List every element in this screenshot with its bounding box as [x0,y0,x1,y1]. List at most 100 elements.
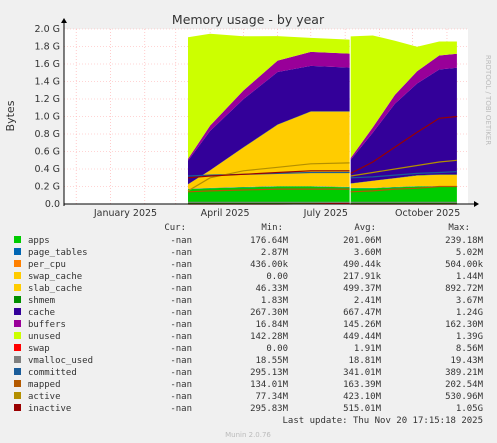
legend-inactive-cur: -nan [170,404,192,414]
legend-swap-avg: 1.91M [354,344,382,354]
legend-swatch-shmem [14,296,21,303]
legend-swatch-page_tables [14,248,21,255]
legend-swap_cache-min: 0.00 [266,272,288,282]
x-tick-label-1: April 2025 [201,208,250,219]
legend-committed-max: 389.21M [445,368,484,378]
area-buffers-seg1 [350,53,457,160]
legend-cache-cur: -nan [170,308,192,318]
legend-unused-avg: 449.44M [343,332,382,342]
line-committed-seg1 [350,171,457,179]
legend-shmem-name: shmem [28,296,55,306]
legend-per_cpu-name: per_cpu [28,260,66,270]
legend-mapped-name: mapped [28,380,61,390]
y-axis-arrow [61,18,67,23]
legend-inactive-name: inactive [28,404,71,414]
legend-apps-min: 176.64M [250,236,289,246]
legend-header-cur: Cur: [164,223,186,233]
legend-inactive-avg: 515.01M [343,404,382,414]
legend-per_cpu-avg: 490.44k [343,260,382,270]
legend: Cur: Min: Avg: Max: apps -nan 176.64M 201.0… [14,223,484,414]
legend-active-name: active [28,392,61,402]
y-tick-label-10: 2.0 G [35,24,61,35]
area-slab_cache-seg0 [188,111,350,189]
y-axis-label: Bytes [4,100,17,131]
legend-slab_cache-min: 46.33M [255,284,288,294]
footer-munin-version: Munin 2.0.76 [225,431,271,439]
y-tick-label-7: 1.4 G [35,77,61,88]
area-unused-seg1 [350,35,457,158]
y-tick-label-6: 1.2 G [35,94,61,105]
area-slab_cache-seg1 [350,174,457,188]
legend-swap-max: 8.56M [456,344,484,354]
legend-active-min: 77.34M [255,392,288,402]
legend-mapped-min: 134.01M [250,380,289,390]
legend-unused-cur: -nan [170,332,192,342]
x-tick-label-2: July 2025 [303,208,348,219]
area-cache-seg1 [350,67,457,184]
legend-swap-min: 0.00 [266,344,288,354]
legend-swatch-active [14,392,21,399]
line-active-seg1 [350,159,457,177]
legend-header-avg: Avg: [354,223,376,233]
legend-active-max: 530.96M [445,392,484,402]
legend-swap_cache-name: swap_cache [28,272,82,282]
legend-mapped-avg: 163.39M [343,380,382,390]
legend-page_tables-avg: 3.60M [354,248,382,258]
legend-unused-max: 1.39G [456,332,483,342]
line-inactive-seg0 [187,170,350,179]
legend-buffers-name: buffers [28,320,66,330]
line-mapped-seg1 [350,185,457,193]
legend-active-avg: 423.10M [343,392,382,402]
legend-swatch-committed [14,368,21,375]
legend-committed-cur: -nan [170,368,192,378]
legend-vmalloc_used-min: 18.55M [255,356,288,366]
legend-shmem-cur: -nan [170,296,192,306]
legend-buffers-cur: -nan [170,320,192,330]
legend-swap_cache-avg: 217.91k [343,272,382,282]
legend-inactive-max: 1.05G [456,404,483,414]
legend-swatch-per_cpu [14,260,21,267]
legend-committed-avg: 341.01M [343,368,382,378]
legend-swatch-slab_cache [14,284,21,291]
legend-header-max: Max: [448,223,470,233]
y-tick-label-4: 0.8 G [35,129,61,140]
legend-shmem-avg: 2.41M [354,296,382,306]
legend-swatch-inactive [14,404,21,411]
legend-swap_cache-max: 1.44M [456,272,484,282]
legend-swatch-vmalloc_used [14,356,21,363]
last-update: Last update: Thu Nov 20 17:15:18 2025 [283,416,483,426]
axes [61,18,479,207]
y-tick-label-2: 0.4 G [35,164,61,175]
legend-slab_cache-avg: 499.37M [343,284,382,294]
legend-committed-name: committed [28,368,77,378]
y-tick-label-8: 1.6 G [35,59,61,70]
x-tick-label-0: January 2025 [93,208,157,219]
legend-shmem-min: 1.83M [261,296,289,306]
line-inactive-seg1 [350,115,457,174]
legend-buffers-min: 16.84M [255,320,288,330]
x-tick-label-3: October 2025 [395,208,460,219]
y-tick-label-5: 1.0 G [35,112,61,123]
line-mapped-seg0 [187,188,350,193]
legend-swatch-swap [14,344,21,351]
legend-per_cpu-max: 504.00k [445,260,484,270]
legend-apps-cur: -nan [170,236,192,246]
legend-swatch-mapped [14,380,21,387]
legend-page_tables-min: 2.87M [261,248,289,258]
legend-vmalloc_used-cur: -nan [170,356,192,366]
y-tick-label-0: 0.0 [45,199,60,210]
legend-unused-name: unused [28,332,61,342]
legend-swatch-unused [14,332,21,339]
legend-header-min: Min: [261,223,283,233]
stacked-areas [188,33,457,204]
legend-cache-min: 267.30M [250,308,289,318]
legend-swap-cur: -nan [170,344,192,354]
legend-per_cpu-cur: -nan [170,260,192,270]
legend-apps-name: apps [28,236,50,246]
y-tick-label-3: 0.6 G [35,147,61,158]
legend-cache-max: 1.24G [456,308,483,318]
legend-cache-avg: 667.47M [343,308,382,318]
legend-buffers-max: 162.30M [445,320,484,330]
legend-vmalloc_used-avg: 18.81M [348,356,381,366]
